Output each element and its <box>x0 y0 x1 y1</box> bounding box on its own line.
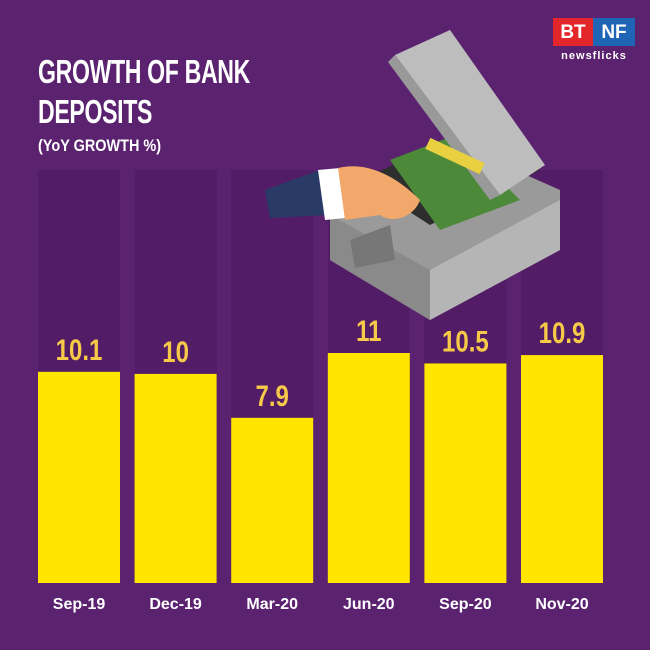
x-tick-label: Jun-20 <box>343 596 395 613</box>
logo-tagline: newsflicks <box>561 50 627 62</box>
value-label: 10.9 <box>539 315 586 349</box>
plot: Sep-19 10.1 Dec-19 10 Mar-20 7.9 Jun-20 11 Sep-2… <box>38 313 603 613</box>
x-tick-label: Mar-20 <box>246 596 298 613</box>
value-label: 11 <box>356 313 381 347</box>
bar <box>134 373 217 583</box>
chart-subtitle: (YoY GROWTH %) <box>38 136 162 155</box>
x-tick-label: Nov-20 <box>535 596 588 613</box>
x-tick-label: Sep-19 <box>53 596 106 613</box>
logo-text: NF <box>601 22 626 43</box>
logo-box <box>553 18 593 46</box>
logo-box <box>593 18 635 46</box>
value-label: 7.9 <box>256 378 289 412</box>
illustration <box>265 30 560 320</box>
bar <box>38 371 120 583</box>
value-label: 10 <box>162 334 189 368</box>
value-label: 10.1 <box>56 332 103 366</box>
x-tick-label: Dec-19 <box>149 596 202 613</box>
bar <box>521 355 603 583</box>
bar <box>327 353 410 583</box>
logo-text: BT <box>560 22 586 43</box>
bar <box>424 363 507 583</box>
chart-title: GROWTH OF BANK DEPOSITS <box>38 53 250 130</box>
bar <box>231 417 314 583</box>
x-tick-label: Sep-20 <box>439 596 492 613</box>
value-label: 10.5 <box>442 324 489 358</box>
